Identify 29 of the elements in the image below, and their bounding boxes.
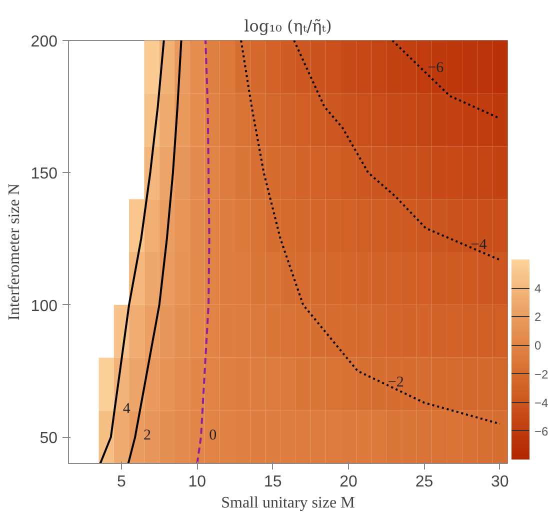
y-tick-label: 50 [40, 430, 58, 448]
x-tick-label: 20 [340, 474, 358, 490]
y-tick-label: 100 [30, 298, 58, 315]
line-series [293, 40, 501, 261]
annotation: 2 [144, 427, 152, 444]
color-bar-label: −4 [534, 396, 549, 410]
x-tick-label: 10 [188, 474, 206, 490]
x-axis-title: Small unitary size M [221, 494, 355, 512]
x-tick-label: 25 [415, 474, 434, 490]
color-bar-label: 0 [534, 338, 542, 353]
line-series [240, 40, 501, 425]
x-tick-label: 30 [491, 474, 509, 490]
color-bar-label: −6 [534, 424, 549, 438]
y-tick-label: 200 [30, 34, 58, 50]
color-bar-label: −2 [534, 367, 549, 382]
x-tick-label: 5 [117, 474, 126, 490]
line-series [196, 40, 210, 464]
line-series [99, 40, 165, 464]
y-axis-title: Interferometer size N [6, 183, 23, 320]
color-bar-label: 2 [534, 310, 542, 324]
annotation: −4 [470, 237, 488, 254]
chart-title: log₁₀ (ηₜ/η̃ₜ) [244, 16, 332, 36]
annotation: −2 [388, 374, 404, 391]
x-tick-label: 15 [264, 474, 282, 490]
annotation: −6 [428, 60, 444, 76]
annotation: 4 [122, 400, 131, 417]
color-bar-label: 4 [534, 282, 542, 296]
y-tick-label: 150 [30, 166, 58, 183]
annotation: 0 [209, 427, 217, 444]
